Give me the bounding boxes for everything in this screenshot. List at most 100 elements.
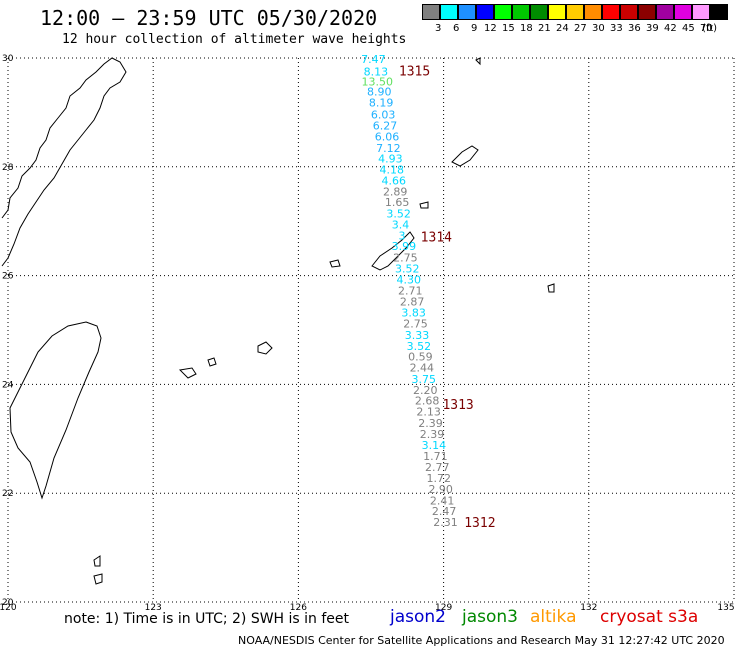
longitude-tick-label: 129 <box>435 603 452 613</box>
wave-height-value: 2.31 <box>433 516 458 529</box>
latitude-tick-label: 24 <box>2 380 14 390</box>
legend-swatch <box>566 4 584 20</box>
wave-height-value: 2.20 <box>413 384 438 397</box>
longitude-tick-label: 132 <box>580 603 597 613</box>
longitude-tick-label: 135 <box>717 603 734 613</box>
wave-height-value: 2.68 <box>415 395 440 408</box>
wave-height-value: 3.4 <box>392 218 410 231</box>
legend-swatch <box>548 4 566 20</box>
map-subtitle: 12 hour collection of altimeter wave hei… <box>62 32 407 47</box>
wave-height-value: 1.65 <box>385 196 410 209</box>
legend-swatch <box>512 4 530 20</box>
latitude-tick-label: 22 <box>2 489 13 499</box>
revolution-number: 1313 <box>442 398 473 413</box>
legend-swatch <box>674 4 692 20</box>
wave-height-value: 6.27 <box>373 119 398 132</box>
legend-swatch <box>656 4 674 20</box>
small-island <box>207 357 217 367</box>
wave-height-value: 2.41 <box>430 494 455 507</box>
credit-footer: NOAA/NESDIS Center for Satellite Applica… <box>238 634 725 647</box>
units-note: note: 1) Time is in UTC; 2) SWH is in fe… <box>64 611 350 627</box>
wave-height-value: 4.30 <box>397 273 422 286</box>
amami-coastline <box>451 145 479 167</box>
legend-label: 70 <box>700 23 713 34</box>
longitude-tick-label: 123 <box>145 603 162 613</box>
wave-height-value: 3.14 <box>422 439 447 452</box>
okinawa-coastline <box>371 231 415 271</box>
legend-swatch <box>476 4 494 20</box>
legend-swatch <box>710 4 728 20</box>
legend-swatch <box>584 4 602 20</box>
legend-swatch <box>692 4 710 20</box>
wave-height-value: 2.77 <box>425 461 450 474</box>
revolution-number: 1312 <box>464 516 495 531</box>
legend-label: 21 <box>538 23 551 34</box>
small-island <box>475 57 481 66</box>
legend-label: 12 <box>484 23 497 34</box>
wave-height-value: 4.93 <box>378 153 403 166</box>
wave-height-value: 2.39 <box>418 417 443 430</box>
wave-height-value: 8.19 <box>369 97 394 110</box>
small-island <box>178 367 197 379</box>
latitude-tick-label: 28 <box>2 163 14 173</box>
wave-height-value: 8.90 <box>367 86 392 99</box>
longitude-tick-label: 120 <box>0 603 17 613</box>
small-island <box>329 259 341 268</box>
latitude-tick-label: 20 <box>2 598 14 608</box>
wave-height-value: 8.13 <box>364 66 389 79</box>
orbit-revolution-labels: 1315 1314 1313 1312 <box>399 65 496 532</box>
taiwan-coastline <box>9 321 102 500</box>
legend-swatch <box>530 4 548 20</box>
latitude-tick-label: 30 <box>2 54 14 64</box>
small-island <box>547 283 555 293</box>
wave-height-value: 1.71 <box>423 450 448 463</box>
kyushu-coastline <box>1 57 127 267</box>
mission-label: jason2 <box>390 607 446 627</box>
wave-height-value: 2.87 <box>400 296 425 309</box>
legend-label: 30 <box>592 23 605 34</box>
legend-label: 27 <box>574 23 587 34</box>
wave-height-value: 6.06 <box>375 130 400 143</box>
wave-height-value: 3.52 <box>407 340 432 353</box>
wave-height-value: 4.66 <box>381 174 406 187</box>
wave-height-value: 7.47 <box>361 53 386 66</box>
axis-tick-labels: 120 123 126 129 132 135 30 28 26 24 22 20 <box>0 54 735 613</box>
legend-label: 45 <box>682 23 695 34</box>
wave-height-value: 2.71 <box>398 284 423 297</box>
mission-label: jason3 <box>462 607 518 627</box>
wave-height-observations: 7.478.1313.508.908.196.036.276.067.124.9… <box>361 53 458 529</box>
wave-height-value: 2.89 <box>383 185 408 198</box>
longitude-tick-label: 126 <box>290 603 307 613</box>
wave-height-value: 3.99 <box>392 240 417 253</box>
wave-height-value: 3.52 <box>395 263 420 276</box>
small-island <box>419 201 429 209</box>
legend-label: 42 <box>664 23 677 34</box>
legend-label: 15 <box>502 23 515 34</box>
wave-height-value: 4.18 <box>380 164 405 177</box>
small-island <box>257 341 273 355</box>
legend-swatch <box>494 4 512 20</box>
legend-label: 39 <box>646 23 659 34</box>
coastlines <box>1 57 555 585</box>
legend-label: 3 <box>435 23 442 34</box>
legend-swatch <box>440 4 458 20</box>
legend-swatch <box>620 4 638 20</box>
wave-height-value: 2.75 <box>403 317 428 330</box>
wave-height-value: 2.75 <box>393 252 418 265</box>
legend-unit: (ft) <box>702 23 718 34</box>
wave-height-value: 3.75 <box>412 373 437 386</box>
small-island <box>93 555 101 567</box>
legend-label: 36 <box>628 23 641 34</box>
wave-height-value: 2.44 <box>410 362 435 375</box>
legend-label: 18 <box>520 23 533 34</box>
mission-label: altika <box>530 607 577 627</box>
wave-height-value: 6.03 <box>371 109 396 122</box>
wave-height-value: 3.52 <box>386 208 411 221</box>
legend-swatch <box>422 4 440 20</box>
legend-label: 6 <box>453 23 460 34</box>
legend-label: 24 <box>556 23 569 34</box>
latitude-tick-label: 26 <box>2 272 14 282</box>
wave-height-value: 0.59 <box>408 351 433 364</box>
mission-label: cryosat s3a <box>600 607 699 627</box>
